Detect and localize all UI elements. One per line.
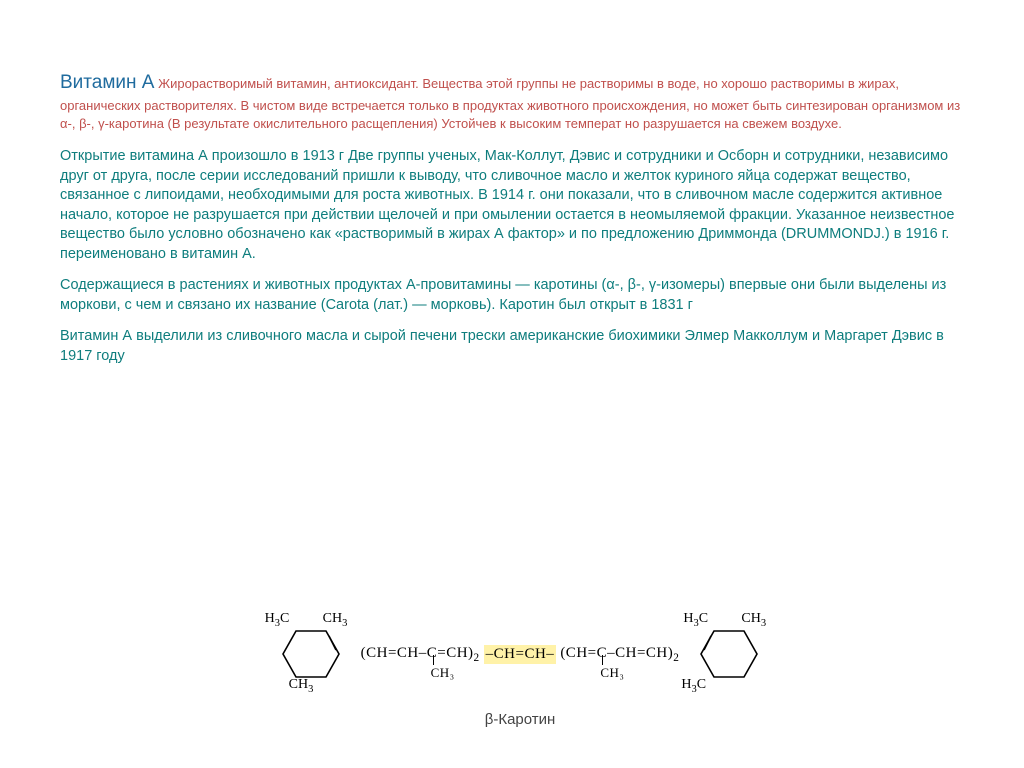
ring-label: H3C [683, 611, 708, 629]
chain-right: (CH=C–CH=CH)2 CH₃ [556, 645, 683, 664]
chemical-formula: H3C CH3 CH3 (CH=CH–C=CH)2 CH₃ –CH=CH– (C… [120, 619, 920, 728]
chain-sub: CH₃ [600, 665, 624, 681]
formula-caption: β-Каротин [120, 711, 920, 728]
intro-text: Жирорастворимый витамин, антиоксидант. В… [60, 76, 960, 131]
ring-right: H3C CH3 H3C [689, 619, 769, 689]
paragraph-history: Открытие витамина А произошло в 1913 г Д… [60, 147, 964, 264]
slide-content: Витамин А Жирорастворимый витамин, антио… [0, 0, 1024, 399]
chain-left: (CH=CH–C=CH)2 CH₃ [357, 645, 484, 664]
formula-row: H3C CH3 CH3 (CH=CH–C=CH)2 CH₃ –CH=CH– (C… [120, 619, 920, 689]
ring-label: CH3 [323, 611, 348, 629]
chain-middle-highlight: –CH=CH– [484, 645, 557, 664]
page-title: Витамин А [60, 72, 154, 93]
ring-label: CH3 [741, 611, 766, 629]
ring-label: H3C [681, 677, 706, 695]
chain-sub: CH₃ [431, 665, 455, 681]
ring-left: H3C CH3 CH3 [271, 619, 351, 689]
paragraph-carotene: Содержащиеся в растениях и животных прод… [60, 276, 964, 315]
paragraph-intro: Витамин А Жирорастворимый витамин, антио… [60, 70, 964, 133]
ring-label: H3C [265, 611, 290, 629]
ring-label: CH3 [289, 677, 314, 695]
paragraph-isolation: Витамин А выделили из сливочного масла и… [60, 327, 964, 366]
